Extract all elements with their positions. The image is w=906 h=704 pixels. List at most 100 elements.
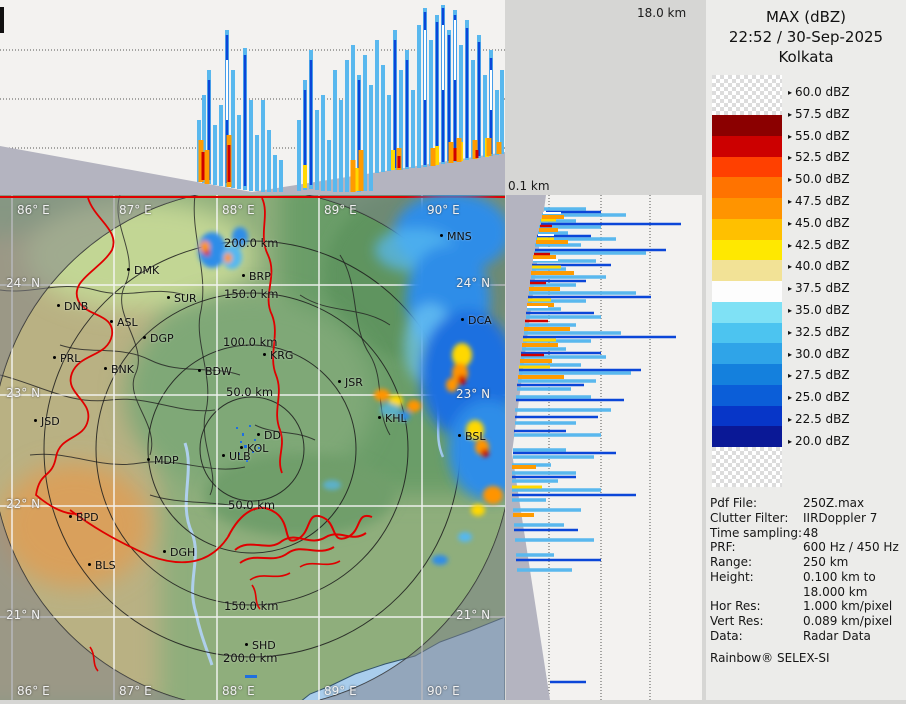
metadata-label: PRF: [710,540,736,555]
colorbar-label: ▸ 52.5 dBZ [788,150,850,165]
city-dot [458,434,461,437]
metadata-label: Clutter Filter: [710,510,789,525]
state-boundaries [0,196,505,672]
latitude-label-left: 24° N [6,276,41,290]
colorbar-tick-marker: ▸ [788,175,793,185]
colorbar-tick-marker: ▸ [788,218,793,228]
metadata-label: Vert Res: [710,614,764,628]
colorbar-tick-marker: ▸ [788,371,793,381]
colorbar-label: ▸ 40.0 dBZ [788,259,850,274]
colorbar-tick-marker: ▸ [788,262,793,272]
colorbar-label: ▸ 32.5 dBZ [788,324,850,339]
latitude-label-left: 23° N [6,386,41,400]
city-marker-DGH: DGH [163,546,196,559]
colorbar-band-11 [712,343,782,364]
colorbar-band-15 [712,426,782,447]
colorbar-label: ▸ 50.0 dBZ [788,172,850,187]
colorbar-label: ▸ 25.0 dBZ [788,390,850,405]
colorbar-tick-marker: ▸ [788,240,793,250]
colorbar-tick-marker: ▸ [788,131,793,141]
colorbar-label: ▸ 37.5 dBZ [788,281,850,296]
radar-site-name: Kolkata [778,47,834,66]
city-marker-ULB: ULB [222,450,251,463]
city-code-label: DGP [150,332,174,345]
colorbar-tick-marker: ▸ [788,349,793,359]
city-marker-SUR: SUR [167,292,197,305]
colorbar-band-1 [712,135,782,157]
legend-title-block: MAX (dBZ) 22:52 / 30-Sep-2025 Kolkata [706,8,906,67]
colorbar-tick-marker: ▸ [788,88,793,97]
city-dot [57,304,60,307]
colorbar-band-6 [712,239,782,261]
city-dot [147,458,150,461]
metadata-value: 0.089 km/pixel [803,614,893,628]
height-axis-min-label: 0.1 km [508,179,550,193]
metadata-label: Height: [710,569,754,584]
city-code-label: SHD [252,639,276,652]
city-marker-DMK: DMK [127,264,159,277]
longitude-label-top: 89° E [324,203,357,217]
radar-echo-spikes [197,5,504,192]
city-dot [461,318,464,321]
range-ring-label: 150.0 km [224,287,279,301]
city-code-label: BDW [205,365,232,378]
city-code-label: BSL [465,430,486,443]
product-title: MAX (dBZ) [765,8,847,26]
latitude-label-left: 21° N [6,608,41,622]
metadata-label: Pdf File: [710,496,758,510]
city-code-label: DCA [468,314,492,327]
beam-blindzone-wedge [0,146,505,196]
city-code-label: BPD [76,511,99,524]
right-cross-section-plot [506,195,681,700]
city-code-label: KHL [385,412,407,425]
metadata-row: Clutter Filter: IIRDoppler 7 [710,511,904,526]
longitude-label-top: 87° E [119,203,152,217]
brand-label: Rainbow® SELEX-SI [710,650,830,665]
city-dot [378,416,381,419]
city-code-label: DGH [170,546,196,559]
longitude-label-bottom: 88° E [222,684,255,698]
city-marker-SHD: SHD [245,639,276,652]
metadata-row: PRF: 600 Hz / 450 Hz [710,540,904,555]
city-dot [257,433,260,436]
city-dot [110,320,113,323]
city-marker-JSR: JSR [338,376,363,389]
city-dot [163,550,166,553]
range-ring-label: 200.0 km [223,651,278,665]
city-code-label: JSR [345,376,363,389]
city-marker-MDP: MDP [147,454,179,467]
city-dot [245,643,248,646]
metadata-label: Time sampling: [710,525,803,540]
metadata-value: 250 km [803,555,849,569]
clutter-specks [236,425,260,678]
city-marker-BSL: BSL [458,430,486,443]
colorbar-top-cap [712,75,782,115]
colorbar-tick-marker: ▸ [788,109,793,119]
colorbar-label: ▸ 20.0 dBZ [788,433,850,448]
colorbar-bottom-cap [712,447,782,487]
city-code-label: MNS [447,230,472,243]
city-dot [53,356,56,359]
height-axis-max-label: 18.0 km [637,6,687,20]
city-code-label: PRL [60,352,81,365]
longitude-label-bottom: 89° E [324,684,357,698]
colorbar-band-10 [712,322,782,344]
colorbar-label: ▸ 60.0 dBZ [788,85,850,99]
range-ring-label: 100.0 km [223,335,278,349]
city-dot [440,234,443,237]
city-marker-DD: DD [257,429,281,442]
colorbar-band-9 [712,301,782,323]
city-dot [242,274,245,277]
city-code-label: SUR [174,292,197,305]
city-code-label: DD [264,429,281,442]
colorbar-label: ▸ 30.0 dBZ [788,346,850,361]
metadata-label: Range: [710,555,753,569]
metadata-row: Range: 250 km [710,555,904,570]
longitude-label-bottom: 86° E [17,684,50,698]
city-dot [167,296,170,299]
colorbar-label: ▸ 57.5 dBZ [788,106,850,121]
colorbar-tick-marker: ▸ [788,327,793,337]
city-code-label: KOL [247,442,269,455]
legend-panel: MAX (dBZ) 22:52 / 30-Sep-2025 Kolkata ▸ 6… [706,0,906,700]
